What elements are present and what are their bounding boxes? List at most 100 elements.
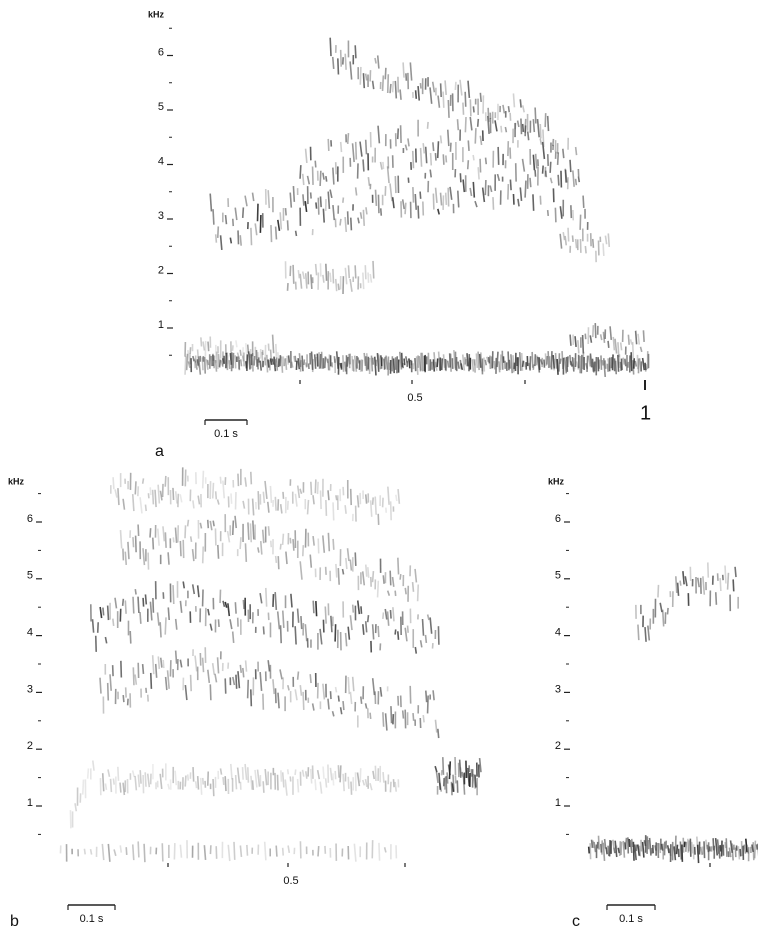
spectrogram-streak [337,765,340,778]
spectrogram-streak [107,843,111,862]
spectrogram-streak [281,847,285,856]
spectrogram-streak [389,501,392,521]
spectrogram-streak [396,631,400,640]
spectrogram-streak [99,606,103,619]
spectrogram-streak [536,356,541,373]
y-tick-label: 3 [555,683,561,695]
spectrogram-streak [271,334,275,354]
spectrogram-streak [507,351,510,371]
spectrogram-streak [294,689,298,701]
spectrogram-streak [242,500,246,509]
spectrogram-streak [601,360,604,366]
spectrogram-streak [207,341,210,352]
spectrogram-streak [376,352,380,372]
spectrogram-streak [209,520,213,531]
spectrogram-streak [633,844,637,861]
spectrogram-streak [186,774,190,781]
spectrogram-streak [500,125,503,133]
x-tick-label: 0.5 [283,875,298,887]
spectrogram-streak [369,273,373,283]
spectrogram-streak [575,361,580,370]
spectrogram-streak [521,158,526,172]
spectrogram-streak [498,361,501,373]
spectrogram-streak [731,843,734,861]
spectrogram-streak [134,535,137,553]
spectrogram-streak [487,356,491,364]
spectrogram-streak [207,608,210,616]
spectrogram-streak [462,179,466,193]
spectrogram-streak [124,600,127,614]
spectrogram-streak [172,585,175,605]
spectrogram-streak [335,563,338,578]
spectrogram-streak [122,498,126,510]
spectrogram-streak [299,273,303,289]
spectrogram-streak [312,600,315,614]
spectrogram-streak [504,126,508,133]
spectrogram-streak [472,358,476,366]
spectrogram-streak [196,349,200,368]
spectrogram-streak [469,99,472,117]
spectrogram-streak [196,359,200,366]
spectrogram-streak [114,597,118,609]
spectrogram-streak [465,358,468,367]
spectrogram-streak [641,357,646,371]
spectrogram-streak [203,845,207,860]
spectrogram-streak [322,766,325,779]
spectrogram-streak [143,843,146,863]
spectrogram-streak [379,686,383,697]
spectrogram-streak [266,501,270,513]
spectrogram-streak [286,355,290,365]
spectrogram-streak [472,154,475,161]
spectrogram-streak [457,361,460,369]
spectrogram-streak [259,360,263,371]
spectrogram-streak [432,193,435,210]
spectrogram-streak [536,118,540,138]
spectrogram-streak [134,674,138,685]
spectrogram-streak [347,626,351,640]
spectrogram-streak [302,194,305,206]
spectrogram-streak [389,570,392,586]
spectrogram-streak [467,140,470,151]
spectrogram-streak [319,781,323,794]
spectrogram-streak [192,500,195,509]
spectrogram-streak [196,585,200,598]
spectrogram-streak [217,619,220,627]
spectrogram-streak [617,847,621,854]
spectrogram-streak [244,763,248,781]
spectrogram-streak [184,356,187,375]
spectrogram-streak [344,217,348,232]
spectrogram-streak [192,767,195,782]
spectrogram-streak [462,102,465,115]
spectrogram-streak [586,355,589,372]
spectrogram-streak [327,358,330,371]
spectrogram-streak [371,624,375,640]
spectrogram-streak [634,360,638,367]
spectrogram-streak [246,344,250,354]
spectrogram-streak [267,190,271,209]
spectrogram-streak [508,359,511,369]
spectrogram-streak [676,582,680,596]
spectrogram-streak [591,238,595,248]
spectrogram-streak [699,846,703,856]
spectrogram-streak [339,765,342,783]
spectrogram-streak [201,657,205,673]
spectrogram-streak [315,601,318,617]
spectrogram-streak [602,842,606,862]
spectrogram-streak [119,530,123,549]
spectrogram-streak [330,615,333,633]
panel-label: b [10,913,19,930]
spectrogram-streak [582,351,585,370]
spectrogram-streak [510,354,514,374]
spectrogram-streak [329,37,332,57]
spectrogram-streak [509,179,512,191]
spectrogram-streak [448,353,452,368]
spectrogram-streak [639,346,643,353]
spectrogram-streak [517,198,520,207]
spectrogram-streak [419,640,423,648]
spectrogram-streak [248,353,252,369]
spectrogram-streak [325,263,328,281]
spectrogram-streak [434,187,438,204]
spectrogram-streak [469,116,473,131]
spectrogram-streak [401,362,405,369]
spectrogram-streak [352,359,355,372]
